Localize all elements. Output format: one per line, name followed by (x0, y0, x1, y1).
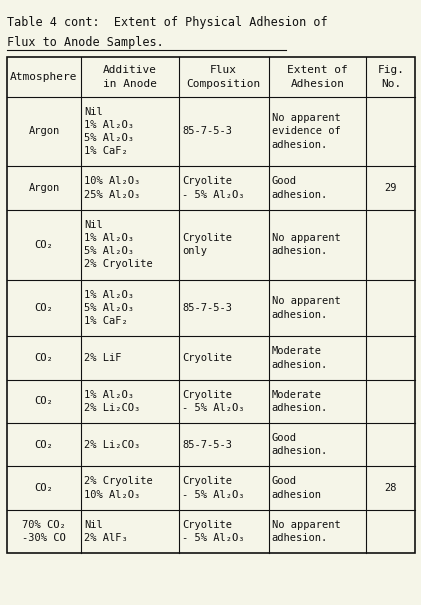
Text: Cryolite
- 5% Al₂O₃: Cryolite - 5% Al₂O₃ (182, 520, 245, 543)
Text: Nil
1% Al₂O₃
5% Al₂O₃
1% CaF₂: Nil 1% Al₂O₃ 5% Al₂O₃ 1% CaF₂ (84, 106, 134, 156)
Text: Good
adhesion: Good adhesion (272, 476, 322, 500)
Text: Nil
1% Al₂O₃
5% Al₂O₃
2% Cryolite: Nil 1% Al₂O₃ 5% Al₂O₃ 2% Cryolite (84, 220, 153, 269)
Text: CO₂: CO₂ (35, 303, 53, 313)
Text: Cryolite
- 5% Al₂O₃: Cryolite - 5% Al₂O₃ (182, 177, 245, 200)
Text: Flux
Composition: Flux Composition (187, 65, 261, 88)
Text: Cryolite
- 5% Al₂O₃: Cryolite - 5% Al₂O₃ (182, 390, 245, 413)
Text: Fig.
No.: Fig. No. (378, 65, 405, 88)
Text: Table 4 cont:  Extent of Physical Adhesion of: Table 4 cont: Extent of Physical Adhesio… (7, 16, 328, 30)
Text: 85-7-5-3: 85-7-5-3 (182, 126, 232, 137)
Text: 1% Al₂O₃
5% Al₂O₃
1% CaF₂: 1% Al₂O₃ 5% Al₂O₃ 1% CaF₂ (84, 290, 134, 326)
Text: 2% Cryolite
10% Al₂O₃: 2% Cryolite 10% Al₂O₃ (84, 476, 153, 500)
Text: Nil
2% AlF₃: Nil 2% AlF₃ (84, 520, 128, 543)
Text: Good
adhesion.: Good adhesion. (272, 177, 328, 200)
Text: Cryolite: Cryolite (182, 353, 232, 363)
Text: CO₂: CO₂ (35, 396, 53, 407)
Text: 10% Al₂O₃
25% Al₂O₃: 10% Al₂O₃ 25% Al₂O₃ (84, 177, 140, 200)
Text: 29: 29 (385, 183, 397, 193)
Text: No apparent
evidence of
adhesion.: No apparent evidence of adhesion. (272, 113, 341, 149)
Text: Moderate
adhesion.: Moderate adhesion. (272, 346, 328, 370)
Text: CO₂: CO₂ (35, 483, 53, 493)
Text: CO₂: CO₂ (35, 353, 53, 363)
Text: Extent of
Adhesion: Extent of Adhesion (287, 65, 348, 88)
Text: 2% LiF: 2% LiF (84, 353, 122, 363)
Text: 1% Al₂O₃
2% Li₂CO₃: 1% Al₂O₃ 2% Li₂CO₃ (84, 390, 140, 413)
Text: Additive
in Anode: Additive in Anode (103, 65, 157, 88)
Text: Good
adhesion.: Good adhesion. (272, 433, 328, 456)
Text: Argon: Argon (28, 126, 60, 137)
Text: No apparent
adhesion.: No apparent adhesion. (272, 296, 341, 319)
Bar (7, 57, 416, 553)
Text: Moderate
adhesion.: Moderate adhesion. (272, 390, 328, 413)
Text: Atmosphere: Atmosphere (10, 72, 78, 82)
Text: CO₂: CO₂ (35, 440, 53, 450)
Text: 28: 28 (385, 483, 397, 493)
Text: Cryolite
only: Cryolite only (182, 233, 232, 257)
Text: CO₂: CO₂ (35, 240, 53, 250)
Text: No apparent
adhesion.: No apparent adhesion. (272, 233, 341, 257)
Text: 85-7-5-3: 85-7-5-3 (182, 440, 232, 450)
Text: Cryolite
- 5% Al₂O₃: Cryolite - 5% Al₂O₃ (182, 476, 245, 500)
Text: No apparent
adhesion.: No apparent adhesion. (272, 520, 341, 543)
Text: Flux to Anode Samples.: Flux to Anode Samples. (7, 36, 164, 50)
Text: 85-7-5-3: 85-7-5-3 (182, 303, 232, 313)
Text: 2% Li₂CO₃: 2% Li₂CO₃ (84, 440, 140, 450)
Text: 70% CO₂
-30% CO: 70% CO₂ -30% CO (22, 520, 66, 543)
Text: Argon: Argon (28, 183, 60, 193)
